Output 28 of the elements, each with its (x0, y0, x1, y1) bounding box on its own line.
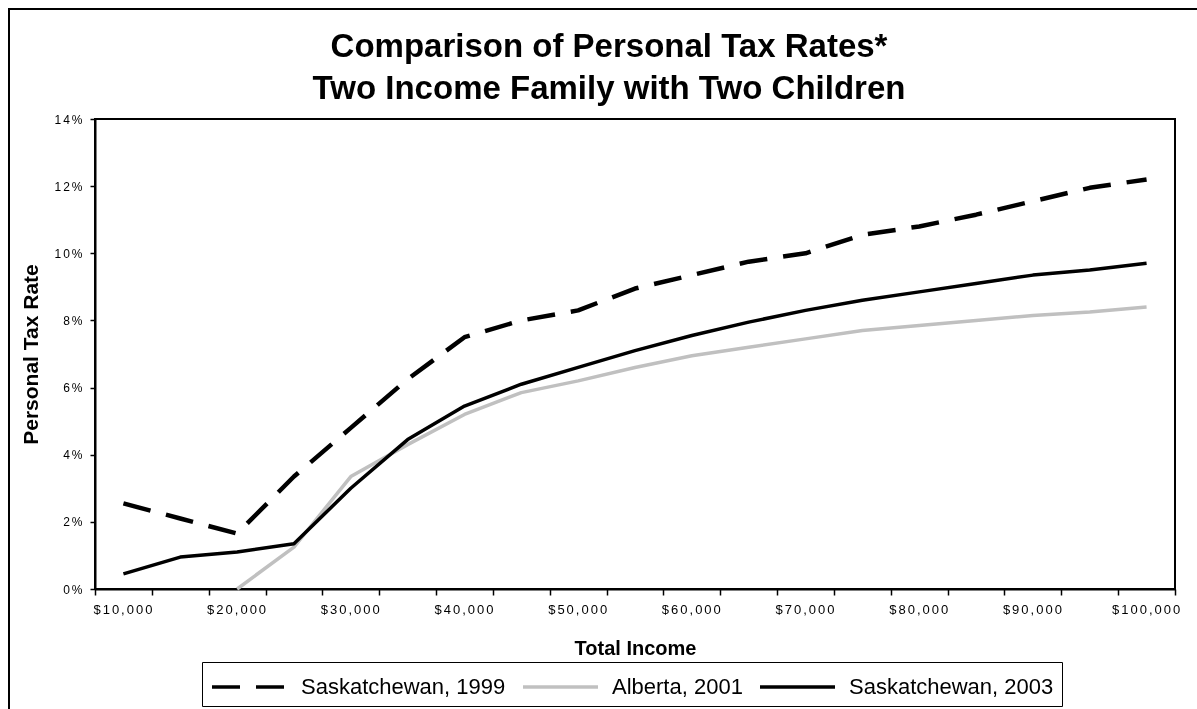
legend-label: Saskatchewan, 2003 (849, 674, 1054, 699)
x-tick-label: $60,000 (661, 601, 723, 617)
y-tick-label: 0% (63, 582, 85, 597)
chart-title: Comparison of Personal Tax Rates* (330, 27, 888, 64)
legend-label: Alberta, 2001 (612, 674, 743, 699)
x-axis-title: Total Income (574, 636, 697, 659)
y-axis-title: Personal Tax Rate (19, 264, 43, 445)
line-series (235, 305, 1149, 591)
x-tick-label: $40,000 (434, 601, 496, 617)
legend-label: Saskatchewan, 1999 (301, 674, 506, 699)
y-tick-label: 14% (54, 112, 85, 127)
y-tick-label: 4% (63, 448, 85, 463)
line-series (121, 261, 1149, 576)
x-tick-label: $90,000 (1002, 601, 1064, 617)
line-series (121, 177, 1149, 536)
x-tick-label: $100,000 (1111, 601, 1183, 617)
chart-subtitle: Two Income Family with Two Children (312, 69, 906, 106)
y-tick-label: 12% (54, 179, 85, 194)
y-tick-label: 10% (54, 246, 85, 261)
y-tick-label: 8% (63, 313, 85, 328)
x-tick-label: $80,000 (889, 601, 951, 617)
y-tick-label: 2% (63, 515, 85, 530)
x-tick-label: $20,000 (207, 601, 269, 617)
x-tick-label: $70,000 (775, 601, 837, 617)
x-tick-label: $10,000 (93, 601, 155, 617)
y-tick-label: 6% (63, 381, 85, 396)
x-tick-label: $30,000 (320, 601, 382, 617)
x-tick-label: $50,000 (548, 601, 610, 617)
